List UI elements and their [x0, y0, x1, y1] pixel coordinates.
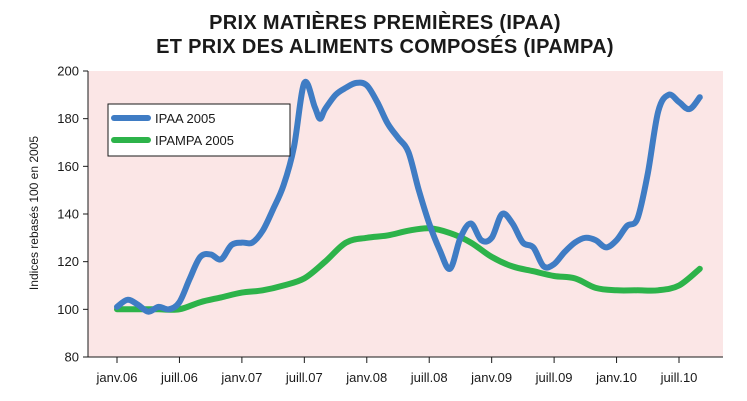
x-tick-label: juill.08 — [410, 370, 448, 385]
x-tick-label: juill.09 — [535, 370, 573, 385]
x-tick-label: janv.10 — [595, 370, 637, 385]
x-tick-label: juill.06 — [160, 370, 198, 385]
y-tick-label: 200 — [57, 64, 79, 79]
y-tick-label: 80 — [65, 350, 79, 365]
y-tick-label: 140 — [57, 207, 79, 222]
y-tick-label: 160 — [57, 159, 79, 174]
x-tick-label: juill.10 — [660, 370, 698, 385]
legend-label-ipampa: IPAMPA 2005 — [155, 133, 234, 148]
series-line-ipaa-2005 — [114, 78, 703, 315]
chart-title-line-1: PRIX MATIÈRES PREMIÈRES (IPAA) — [209, 11, 561, 34]
x-tick-label: janv.07 — [220, 370, 262, 385]
y-axis-label: Indices rebasés 100 en 2005 — [27, 136, 41, 290]
legend: IPAA 2005 IPAMPA 2005 — [107, 103, 291, 157]
series-line-ipampa-2005 — [114, 225, 703, 313]
x-ticks: janv.06 juill.06 janv.07 juill.07 janv.08 jui… — [96, 357, 698, 385]
x-tick-label: janv.08 — [345, 370, 387, 385]
legend-box — [107, 103, 291, 157]
x-tick-label: juill.07 — [285, 370, 323, 385]
y-tick-label: 180 — [57, 111, 79, 126]
y-ticks: 80 100 120 140 160 180 200 — [57, 64, 88, 365]
x-tick-label: janv.09 — [470, 370, 512, 385]
y-tick-label: 120 — [57, 254, 79, 269]
x-tick-label: janv.06 — [96, 370, 138, 385]
series-layer — [114, 78, 703, 315]
legend-label-ipaa: IPAA 2005 — [155, 111, 215, 126]
chart-title-line-2: ET PRIX DES ALIMENTS COMPOSÉS (IPAMPA) — [156, 35, 614, 58]
y-tick-label: 100 — [57, 302, 79, 317]
